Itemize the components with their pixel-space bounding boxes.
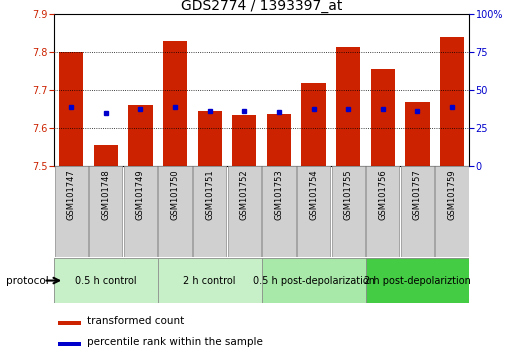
Bar bbox=[58, 321, 81, 325]
Bar bbox=[94, 145, 118, 166]
Bar bbox=[159, 166, 192, 257]
Bar bbox=[228, 166, 261, 257]
Bar bbox=[232, 115, 256, 166]
Bar bbox=[371, 69, 395, 166]
Bar bbox=[365, 258, 469, 303]
Bar bbox=[54, 258, 158, 303]
Bar bbox=[163, 41, 187, 166]
Text: GSM101747: GSM101747 bbox=[67, 169, 76, 220]
Bar bbox=[89, 166, 123, 257]
Bar bbox=[262, 258, 365, 303]
Bar bbox=[440, 37, 464, 166]
Bar bbox=[124, 166, 157, 257]
Bar bbox=[297, 166, 330, 257]
Text: protocol: protocol bbox=[6, 276, 49, 286]
Bar bbox=[366, 166, 400, 257]
Bar bbox=[262, 166, 295, 257]
Text: GSM101759: GSM101759 bbox=[447, 169, 457, 220]
Bar bbox=[59, 52, 83, 166]
Bar bbox=[302, 82, 326, 166]
Text: 2 h control: 2 h control bbox=[184, 275, 236, 286]
Bar bbox=[198, 111, 222, 166]
Bar bbox=[331, 166, 365, 257]
Text: GSM101753: GSM101753 bbox=[274, 169, 284, 220]
Text: GSM101752: GSM101752 bbox=[240, 169, 249, 220]
Bar bbox=[128, 105, 152, 166]
Text: 0.5 h control: 0.5 h control bbox=[75, 275, 136, 286]
Text: GSM101750: GSM101750 bbox=[170, 169, 180, 220]
Bar bbox=[158, 258, 262, 303]
Bar bbox=[436, 166, 469, 257]
Text: GSM101757: GSM101757 bbox=[413, 169, 422, 220]
Bar bbox=[405, 102, 429, 166]
Bar bbox=[58, 342, 81, 346]
Text: GSM101751: GSM101751 bbox=[205, 169, 214, 220]
Text: GSM101755: GSM101755 bbox=[344, 169, 353, 220]
Title: GDS2774 / 1393397_at: GDS2774 / 1393397_at bbox=[181, 0, 342, 13]
Text: GSM101756: GSM101756 bbox=[378, 169, 387, 220]
Bar bbox=[336, 46, 360, 166]
Bar bbox=[401, 166, 434, 257]
Text: GSM101749: GSM101749 bbox=[136, 169, 145, 220]
Text: GSM101754: GSM101754 bbox=[309, 169, 318, 220]
Text: 2 h post-depolariztion: 2 h post-depolariztion bbox=[364, 275, 471, 286]
Text: percentile rank within the sample: percentile rank within the sample bbox=[87, 337, 263, 347]
Text: GSM101748: GSM101748 bbox=[101, 169, 110, 220]
Text: 0.5 h post-depolarization: 0.5 h post-depolarization bbox=[252, 275, 374, 286]
Bar bbox=[267, 114, 291, 166]
Bar bbox=[193, 166, 226, 257]
Text: transformed count: transformed count bbox=[87, 316, 184, 326]
Bar bbox=[54, 166, 88, 257]
